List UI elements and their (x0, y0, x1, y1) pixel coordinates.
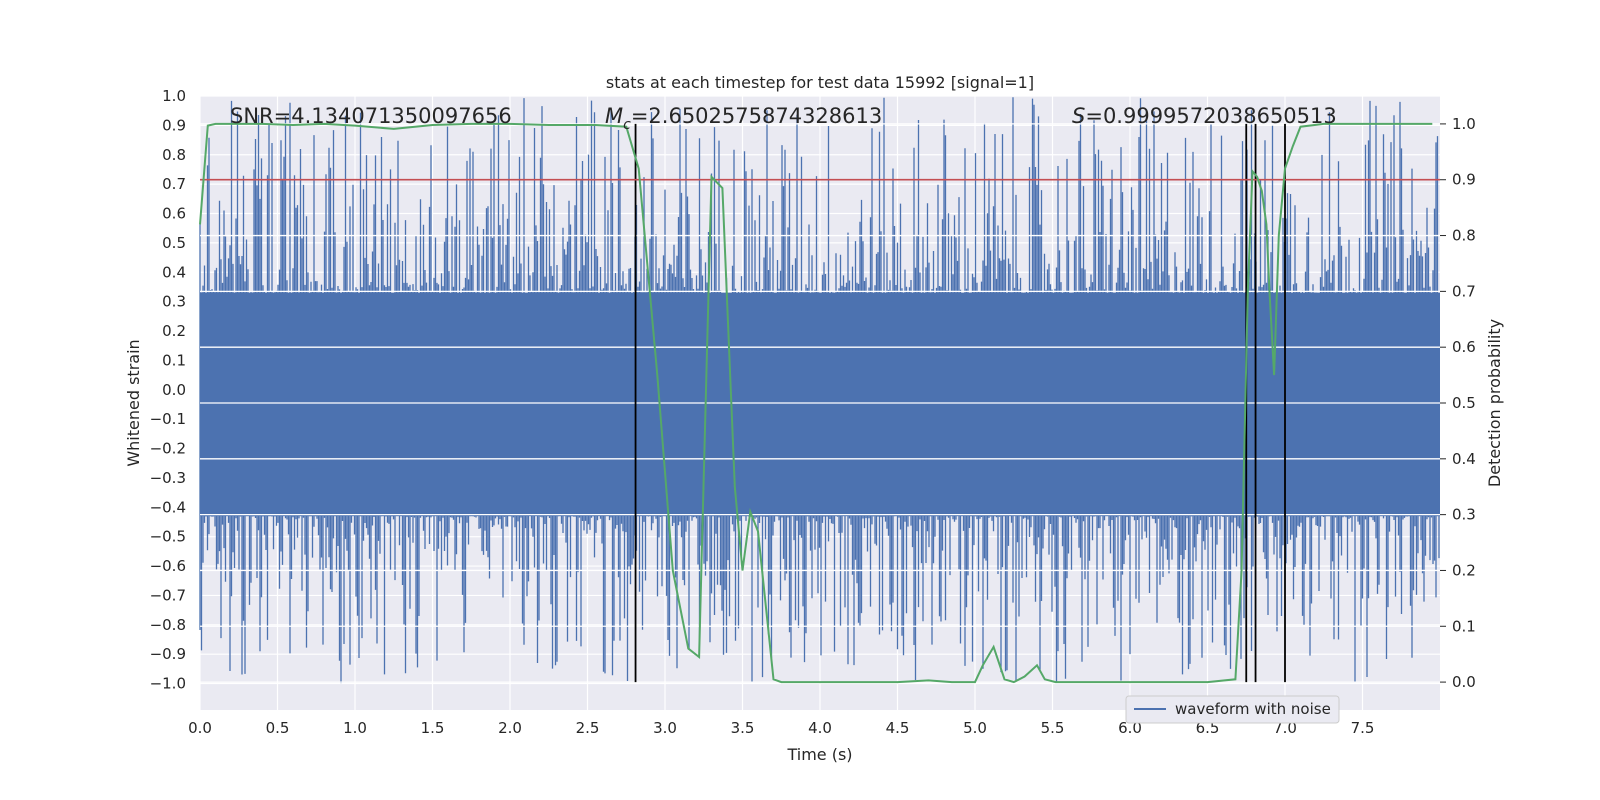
y2-tick-label: 0.4 (1452, 450, 1476, 468)
x-tick-label: 1.5 (421, 719, 445, 737)
waveform-series (199, 97, 1440, 684)
y2-tick-label: 1.0 (1452, 115, 1476, 133)
legend-box (1125, 695, 1340, 724)
score-symbol: S (1072, 104, 1085, 128)
y-tick-label: −0.8 (150, 616, 186, 634)
score-annotation: S=0.9999572038650513 (1072, 104, 1337, 128)
score-value: =0.9999572038650513 (1085, 104, 1336, 128)
x-tick-label: 2.5 (576, 719, 600, 737)
chirp-mass-value: =2.6502575874328613 (631, 104, 882, 128)
x-axis-label: Time (s) (786, 745, 852, 764)
y-tick-label: −1.0 (150, 675, 186, 693)
chirp-mass-subscript: c (623, 117, 631, 133)
y-tick-label: 0.3 (162, 293, 186, 311)
x-tick-label: 2.0 (498, 719, 522, 737)
y2-tick-label: 0.9 (1452, 171, 1476, 189)
legend: waveform with noise (1125, 695, 1340, 724)
y-tick-label: −0.7 (150, 586, 186, 604)
x-tick-label: 7.5 (1351, 719, 1375, 737)
y-tick-label: −0.6 (150, 557, 186, 575)
y-tick-label: −0.3 (150, 469, 186, 487)
x-tick-label: 5.5 (1041, 719, 1065, 737)
vertical-markers (634, 123, 1286, 683)
y2-tick-label: 0.2 (1452, 561, 1476, 579)
waveform-spikes (199, 97, 1440, 684)
chirp-mass-symbol: M (605, 104, 623, 128)
y-tick-label: 0.2 (162, 322, 186, 340)
y2-axis-label: Detection probability (1485, 319, 1504, 487)
y2-tick-labels: 1.0 0.9 0.8 0.7 0.6 0.5 0.4 0.3 0.2 0.1 0.0 (1440, 115, 1476, 691)
y-tick-label: 1.0 (162, 87, 186, 105)
y-tick-label: 0.8 (162, 146, 186, 164)
y-tick-label: 0.6 (162, 205, 186, 223)
chirp-mass-annotation: Mc=2.6502575874328613 (605, 104, 882, 133)
x-tick-label: 0.0 (188, 719, 212, 737)
y-tick-label: 0.9 (162, 116, 186, 134)
y-tick-label: −0.9 (150, 645, 186, 663)
chart-title: stats at each timestep for test data 159… (606, 73, 1034, 92)
y2-tick-label: 0.1 (1452, 617, 1476, 635)
detection-probability-line (199, 122, 1433, 684)
y2-tick-label: 0.0 (1452, 673, 1476, 691)
y-tick-label: 0.7 (162, 175, 186, 193)
y-tick-label: −0.1 (150, 410, 186, 428)
y-tick-labels: 1.0 0.9 0.8 0.7 0.6 0.5 0.4 0.3 0.2 0.1 0.0 −0.1 −0.… (150, 87, 186, 693)
y-tick-label: −0.5 (150, 528, 186, 546)
y-tick-label: 0.5 (162, 234, 186, 252)
y2-tick-label: 0.6 (1452, 338, 1476, 356)
y-tick-label: 0.4 (162, 263, 186, 281)
y-tick-label: −0.2 (150, 440, 186, 458)
x-tick-label: 4.5 (886, 719, 910, 737)
y-axis-label: Whitened strain (124, 339, 143, 466)
x-tick-label: 1.0 (343, 719, 367, 737)
x-tick-label: 3.5 (731, 719, 755, 737)
x-tick-labels: 0.0 0.5 1.0 1.5 2.0 2.5 3.0 3.5 4.0 4.5 5.0 5.5 6.0 6… (188, 719, 1374, 737)
x-tick-label: 0.5 (266, 719, 290, 737)
x-tick-label: 5.0 (963, 719, 987, 737)
y-tick-label: −0.4 (150, 498, 186, 516)
x-tick-label: 3.0 (653, 719, 677, 737)
y-tick-label: 0.1 (162, 351, 186, 369)
y2-tick-label: 0.5 (1452, 394, 1476, 412)
snr-annotation: SNR=4.134071350097656 (230, 104, 512, 128)
y2-tick-label: 0.3 (1452, 506, 1476, 524)
x-tick-label: 4.0 (808, 719, 832, 737)
y2-tick-label: 0.7 (1452, 282, 1476, 300)
y2-tick-label: 0.8 (1452, 227, 1476, 245)
y-tick-label: 0.0 (162, 381, 186, 399)
legend-label-waveform: waveform with noise (1175, 700, 1331, 718)
